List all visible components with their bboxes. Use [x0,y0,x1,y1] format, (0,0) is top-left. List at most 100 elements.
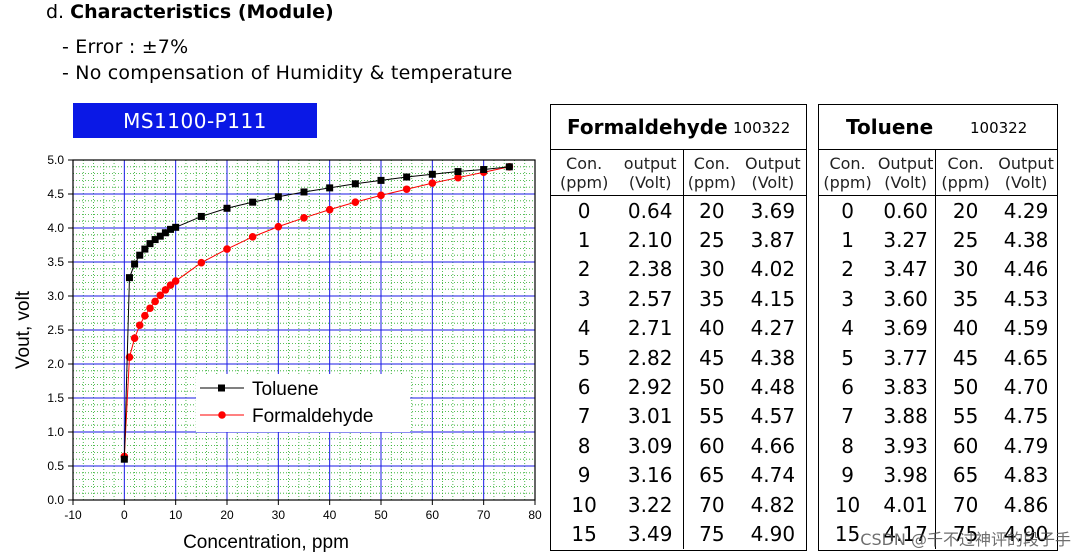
legend-label: Formaldehyde [252,406,373,427]
table-cell: 10 [834,492,861,517]
table-cell: 20 [699,198,725,223]
data-point [505,163,513,171]
section-heading: d. Characteristics (Module) [46,1,334,23]
data-point [166,281,175,289]
table-row: 4 3.69 40 4.59 [819,313,1057,343]
table-cell: 6 [577,375,591,400]
table-row: 15 3.49 75 4.90 [551,519,806,549]
table-cell: 3.16 [617,460,685,490]
table-cell: 9 [841,463,854,488]
column-header: Output (Volt) [995,149,1057,196]
data-point [151,297,159,306]
table-cell: 2.10 [617,225,685,255]
series-toluene [120,163,513,463]
table-cell: 20 [952,198,979,223]
table-cell: 4.74 [750,463,796,488]
table-cell: 4.90 [750,521,796,546]
data-point [377,191,385,200]
sensor-response-chart: -10 0 10 20 30 40 50 60 70 80 0.0 0.5 1.0 1.5 2.0 2.5 3.… [13,153,542,553]
table-cell: 3.83 [876,372,937,402]
table-cell: 4.79 [1003,433,1049,458]
data-point [326,184,334,192]
table-cell: 75 [952,521,979,546]
table-row: 9 3.98 65 4.83 [819,460,1057,490]
data-point [120,455,128,463]
table-row: 5 2.82 45 4.38 [551,342,806,373]
toluene-table: Toluene 100322 Con. (ppm) Output (Volt) Con.… [818,104,1058,551]
table-cell: 3.09 [617,431,685,461]
table-cell: 4.15 [750,286,796,311]
data-point [223,204,231,212]
table-row: 1 3.27 25 4.38 [819,225,1057,255]
table-cell: 35 [952,286,979,311]
table-cell: 8 [577,433,591,458]
table-cell: 60 [952,433,979,458]
y-tick-label: 1.0 [47,425,64,439]
table-cell: 4 [577,316,591,341]
table-cell: 3.87 [750,228,796,253]
table-cell: 50 [699,375,725,400]
x-tick-label: 0 [121,508,128,522]
table-cell: 65 [699,463,725,488]
data-point [428,179,437,187]
data-point [300,214,308,222]
table-cell: 4.83 [1003,463,1049,488]
table-cell: 4.59 [1003,316,1049,341]
y-tick-label: 3.5 [47,255,64,269]
legend-marker [218,384,225,392]
section-title: Characteristics (Module) [70,1,334,23]
table-row: 3 2.57 35 4.15 [551,284,806,314]
table-cell: 40 [952,316,979,341]
table-cell: 45 [952,345,979,370]
formaldehyde-table-title: Formaldehyde [567,115,728,139]
x-axis-label: Concentration, ppm [183,532,349,553]
table-cell: 3.88 [876,401,937,432]
table-cell: 4.86 [1003,492,1049,517]
formaldehyde-table: Formaldehyde 100322 Con. (ppm) output (Volt… [550,104,807,551]
x-tick-label: -10 [64,508,82,522]
y-tick-label: 4.0 [47,221,64,235]
table-cell: 4.65 [1003,345,1049,370]
data-point [125,274,133,282]
table-cell: 2.57 [617,284,685,314]
table-cell: 15 [834,521,861,546]
table-cell: 3.69 [876,313,937,343]
table-cell: 7 [577,404,591,429]
table-cell: 2.92 [617,372,685,402]
table-cell: 3.27 [876,225,937,255]
data-point [325,205,334,214]
table-row: 8 3.09 60 4.66 [551,431,806,461]
data-point [274,222,283,231]
formaldehyde-table-code: 100322 [733,119,791,137]
data-point [151,236,159,244]
table-cell: 4.48 [750,375,796,400]
table-cell: 4.75 [1003,404,1049,429]
table-row: 9 3.16 65 4.74 [551,460,806,490]
table-cell: 4.82 [750,492,796,517]
x-tick-label: 10 [169,508,183,522]
data-point [135,321,144,330]
data-point [351,198,360,206]
table-row: 8 3.93 60 4.79 [819,431,1057,461]
data-point [197,212,205,220]
table-cell: 5 [577,345,591,370]
table-cell: 3.77 [876,342,937,373]
model-label: MS1100-P111 [73,103,317,138]
table-cell: 2.82 [617,342,685,373]
table-cell: 4.46 [1003,257,1049,282]
table-cell: 3.93 [876,431,937,461]
table-cell: 0.64 [617,195,685,226]
table-cell: 0 [577,198,591,223]
table-row: 10 3.22 70 4.82 [551,489,806,520]
table-cell: 30 [699,257,725,282]
x-tick-label: 50 [374,508,388,522]
table-cell: 10 [571,492,597,517]
data-point [351,180,359,188]
toluene-table-title: Toluene [846,115,934,139]
data-point [454,168,462,176]
table-row: 7 3.88 55 4.75 [819,401,1057,432]
table-cell: 3.22 [617,489,685,520]
toluene-table-code: 100322 [970,119,1028,137]
table-cell: 75 [699,521,725,546]
table-cell: 4.90 [1003,521,1049,546]
